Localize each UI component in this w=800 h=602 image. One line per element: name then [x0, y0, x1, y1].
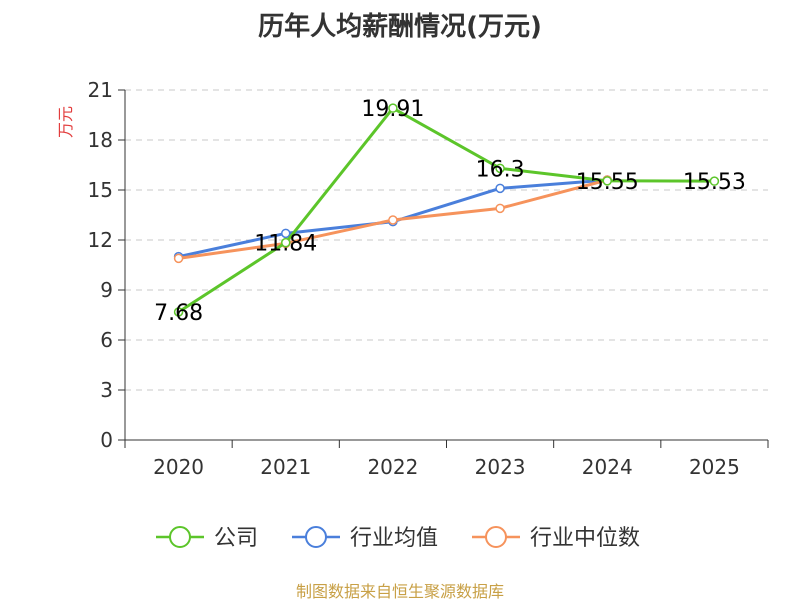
legend-marker: [169, 526, 191, 548]
data-point: [281, 228, 291, 239]
x-tick-labels: 2020 2021 2022 2023 2024 2025: [153, 455, 740, 479]
y-axis-label: 万元: [56, 106, 75, 138]
data-label: 11.84: [254, 232, 317, 257]
legend-label: 行业中位数: [530, 526, 640, 551]
y-tick-label: 3: [100, 378, 113, 402]
legend-marker: [485, 526, 507, 548]
data-point: [173, 307, 184, 317]
data-point: [388, 103, 398, 113]
x-tick-label: 2024: [582, 455, 633, 479]
data-point: [495, 203, 505, 214]
y-tick-label: 15: [88, 178, 113, 202]
y-tick-label: 9: [100, 278, 113, 302]
x-tick-label: 2023: [475, 455, 526, 479]
chart-title: 历年人均薪酬情况(万元): [258, 12, 542, 42]
data-label: 16.3: [476, 157, 525, 182]
data-labels: 7.68 11.84 19.91 16.3 15.55 15.53: [154, 97, 746, 326]
series-lines: [173, 103, 720, 317]
y-tick-label: 18: [88, 128, 113, 152]
data-point: [173, 253, 184, 264]
data-point: [388, 215, 398, 225]
legend: 公司 行业均值 行业中位数: [156, 526, 640, 551]
grid-lines: [125, 89, 768, 391]
axes: [118, 89, 769, 448]
y-tick-label: 12: [88, 228, 113, 252]
data-label: 7.68: [154, 301, 203, 326]
data-point: [281, 237, 291, 248]
legend-item: 公司: [156, 526, 258, 551]
y-tick-label: 21: [88, 78, 113, 102]
legend-item: 行业均值: [292, 526, 438, 551]
data-label: 19.91: [361, 97, 424, 122]
series-line: [177, 106, 715, 314]
y-tick-label: 0: [100, 428, 113, 452]
x-tick-label: 2021: [260, 455, 311, 479]
series-0: [173, 103, 720, 317]
y-tick-labels: 0 3 6 9 12 15 18 21: [88, 78, 113, 452]
legend-item: 行业中位数: [472, 526, 640, 551]
y-tick-label: 6: [100, 328, 113, 352]
x-tick-label: 2022: [367, 455, 418, 479]
data-point: [495, 163, 505, 174]
data-point: [709, 176, 720, 186]
data-point: [495, 183, 505, 194]
data-label: 15.53: [683, 170, 746, 195]
legend-marker: [305, 526, 327, 548]
legend-label: 公司: [214, 526, 258, 551]
x-tick-label: 2020: [153, 455, 204, 479]
series-2: [173, 175, 612, 264]
data-source-note: 制图数据来自恒生聚源数据库: [295, 582, 504, 601]
x-tick-label: 2025: [689, 455, 740, 479]
legend-label: 行业均值: [350, 526, 438, 551]
data-point: [602, 176, 612, 186]
data-label: 15.55: [576, 170, 639, 195]
